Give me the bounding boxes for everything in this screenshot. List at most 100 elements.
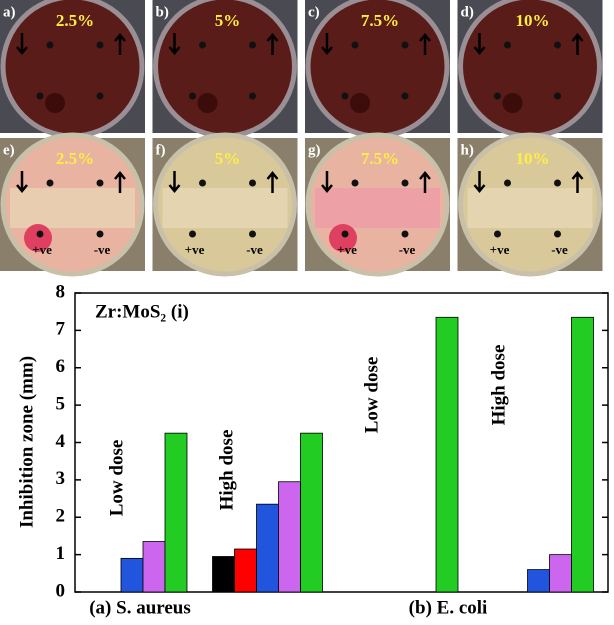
zone — [502, 93, 523, 113]
well — [36, 92, 44, 100]
bar — [571, 316, 594, 593]
bar — [549, 554, 572, 593]
zone — [329, 224, 357, 252]
arrow — [473, 171, 486, 193]
bar — [120, 557, 144, 593]
bar — [300, 432, 323, 593]
panel-label: h) — [461, 142, 474, 158]
well — [554, 92, 561, 100]
category-label: High dose — [216, 430, 237, 511]
bar — [256, 503, 279, 593]
well — [249, 92, 256, 100]
well — [96, 230, 104, 238]
negative-control: -ve — [94, 242, 111, 257]
concentration: 7.5% — [361, 149, 399, 168]
arrow — [571, 171, 584, 193]
panel-label: b) — [156, 4, 169, 20]
well — [504, 41, 511, 49]
arrow — [321, 171, 333, 193]
zone — [45, 93, 65, 113]
agar — [463, 0, 597, 134]
well — [554, 230, 561, 238]
arrow — [419, 33, 431, 55]
well — [494, 230, 501, 238]
zone — [24, 224, 52, 252]
arrow — [16, 33, 28, 55]
bar — [142, 541, 166, 593]
positive-control: +ve — [32, 242, 52, 257]
well — [341, 230, 349, 238]
well — [504, 179, 511, 187]
agar — [5, 0, 140, 134]
concentration: 2.5% — [56, 11, 94, 30]
group-label: (a) S. aureus — [89, 597, 191, 618]
well — [199, 179, 206, 187]
arrow — [266, 171, 279, 193]
well — [189, 230, 196, 238]
well — [36, 230, 44, 238]
well — [249, 179, 256, 187]
concentration: 10% — [516, 11, 550, 30]
panel-label: a) — [3, 4, 16, 20]
zone — [197, 93, 218, 113]
positive-control: +ve — [185, 242, 205, 257]
agar — [158, 0, 292, 134]
concentration: 10% — [516, 149, 550, 168]
panel-label: d) — [461, 4, 474, 20]
negative-control: -ve — [551, 242, 568, 257]
well — [401, 92, 409, 100]
arrow — [266, 33, 279, 55]
well — [554, 179, 561, 187]
y-tick-label: 1 — [56, 543, 66, 564]
concentration: 5% — [215, 149, 241, 168]
concentration: 7.5% — [361, 11, 399, 30]
arrow — [473, 33, 486, 55]
category-label: Low dose — [106, 440, 127, 517]
streak — [315, 188, 440, 228]
panel-label: f) — [156, 142, 166, 158]
y-tick-label: 0 — [56, 580, 66, 601]
well — [96, 92, 104, 100]
positive-control: +ve — [490, 242, 510, 257]
well — [401, 41, 409, 49]
concentration: 2.5% — [56, 149, 94, 168]
positive-control: +ve — [337, 242, 357, 257]
negative-control: -ve — [399, 242, 416, 257]
y-tick-label: 3 — [56, 468, 66, 489]
streak — [10, 188, 135, 228]
category-label: Low dose — [361, 357, 382, 434]
well — [189, 92, 196, 100]
well — [96, 41, 104, 49]
zone — [350, 93, 370, 113]
well — [46, 41, 54, 49]
well — [46, 179, 54, 187]
well — [341, 92, 349, 100]
arrow — [16, 171, 28, 193]
y-tick-label: 6 — [56, 356, 66, 377]
bar — [164, 432, 188, 593]
well — [96, 179, 104, 187]
bar — [435, 316, 459, 593]
panel-label: e) — [3, 142, 15, 158]
category-label: High dose — [488, 345, 509, 426]
arrow — [419, 171, 431, 193]
well — [249, 41, 256, 49]
bar — [212, 556, 235, 593]
panel-label: g) — [308, 142, 321, 158]
streak — [467, 188, 593, 228]
y-tick-label: 7 — [56, 319, 66, 340]
bar — [234, 548, 257, 593]
arrow — [168, 33, 181, 55]
y-tick-label: 2 — [56, 506, 66, 527]
bar — [278, 481, 301, 593]
panel-label: c) — [308, 4, 320, 20]
concentration: 5% — [215, 11, 241, 30]
well — [351, 41, 359, 49]
arrow — [114, 33, 126, 55]
negative-control: -ve — [246, 242, 263, 257]
agar — [310, 0, 445, 134]
streak — [162, 188, 288, 228]
annotation: Zr:MoS₂ (i) — [95, 301, 189, 322]
y-tick-label: 5 — [56, 393, 66, 414]
